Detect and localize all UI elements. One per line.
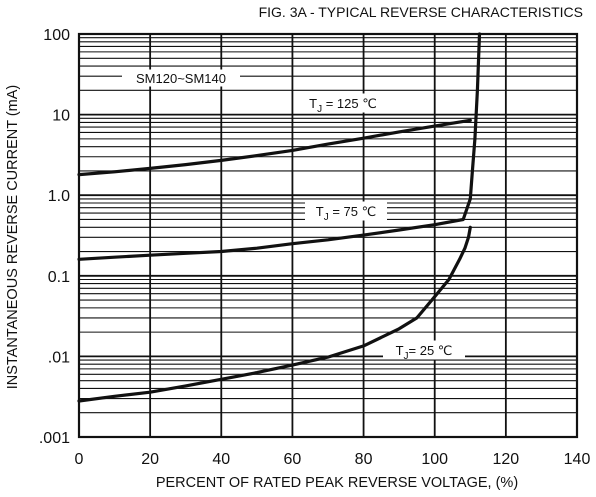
y-tick-label: 100	[43, 27, 70, 44]
plot-frame	[77, 32, 579, 439]
series-group	[77, 32, 482, 403]
series-label-0: TJ = 125 ℃	[309, 96, 377, 115]
y-tick-label: 1.0	[48, 188, 70, 205]
device-label-bg	[122, 69, 240, 87]
y-tick-label: 10	[52, 108, 70, 125]
x-tick-label: 140	[564, 451, 591, 468]
series-line-0	[77, 118, 472, 177]
x-tick-label: 40	[212, 451, 230, 468]
y-tick-label: 0.1	[48, 269, 70, 286]
series-line-2	[77, 225, 472, 403]
series-label-1: TJ = 75 ℃	[316, 204, 376, 223]
plot-border	[77, 32, 579, 439]
y-axis-title: INSTANTANEOUS REVERSE CURRENT (mA)	[5, 85, 21, 390]
y-tick-label: .001	[39, 430, 70, 447]
series-label-1-bg	[305, 201, 387, 221]
annotation-group: SM120~SM140 TJ = 125 ℃ TJ = 75 ℃ TJ= 25 ℃	[122, 69, 465, 362]
device-label: SM120~SM140	[136, 71, 226, 86]
x-tick-label: 20	[141, 451, 159, 468]
series-label-2-bg	[383, 340, 465, 360]
x-tick-label: 0	[75, 451, 84, 468]
series-line-1	[77, 32, 482, 261]
series-label-2: TJ= 25 ℃	[396, 343, 453, 362]
x-tick-label: 60	[284, 451, 302, 468]
y-tick-label: .01	[48, 349, 70, 366]
tick-labels: 0 20 40 60 80 100 120 140 100 10 1.0 0.1 .01 .001	[39, 27, 591, 468]
series-label-0-bg	[301, 93, 385, 113]
x-tick-label: 80	[355, 451, 373, 468]
x-tick-label: 120	[493, 451, 520, 468]
x-axis-title: PERCENT OF RATED PEAK REVERSE VOLTAGE, (…	[156, 475, 518, 491]
chart-title: FIG. 3A - TYPICAL REVERSE CHARACTERISTIC…	[259, 4, 583, 20]
x-tick-label: 100	[421, 451, 448, 468]
